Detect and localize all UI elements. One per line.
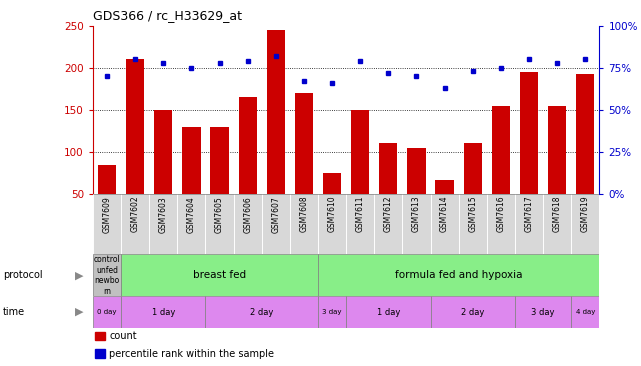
Text: 1 day: 1 day xyxy=(151,307,175,317)
Text: GSM7617: GSM7617 xyxy=(524,196,533,232)
Bar xyxy=(238,97,257,194)
Bar xyxy=(515,296,571,328)
Text: 0 day: 0 day xyxy=(97,309,117,315)
Text: 2 day: 2 day xyxy=(250,307,274,317)
Text: 3 day: 3 day xyxy=(531,307,555,317)
Bar xyxy=(548,105,566,194)
Bar xyxy=(407,148,426,194)
Text: GSM7611: GSM7611 xyxy=(356,196,365,232)
Bar xyxy=(576,74,594,194)
Text: GSM7615: GSM7615 xyxy=(468,196,478,232)
Text: GSM7614: GSM7614 xyxy=(440,196,449,232)
Text: GSM7607: GSM7607 xyxy=(271,196,280,232)
Text: count: count xyxy=(109,331,137,341)
Bar xyxy=(98,165,116,194)
Bar xyxy=(431,296,515,328)
Text: 3 day: 3 day xyxy=(322,309,342,315)
Text: percentile rank within the sample: percentile rank within the sample xyxy=(109,349,274,359)
Bar xyxy=(571,296,599,328)
Text: GSM7609: GSM7609 xyxy=(103,196,112,232)
Bar xyxy=(295,93,313,194)
Bar xyxy=(323,173,341,194)
Text: GSM7602: GSM7602 xyxy=(131,196,140,232)
Bar xyxy=(182,127,201,194)
Bar xyxy=(346,296,431,328)
Bar xyxy=(379,143,397,194)
Bar xyxy=(210,127,229,194)
Text: GSM7619: GSM7619 xyxy=(581,196,590,232)
Text: breast fed: breast fed xyxy=(193,270,246,280)
Text: GSM7605: GSM7605 xyxy=(215,196,224,232)
Text: protocol: protocol xyxy=(3,270,43,280)
Bar xyxy=(492,105,510,194)
Text: formula fed and hypoxia: formula fed and hypoxia xyxy=(395,270,522,280)
Bar xyxy=(93,254,121,296)
Bar xyxy=(318,254,599,296)
Bar xyxy=(121,296,206,328)
Bar xyxy=(351,110,369,194)
Text: GSM7618: GSM7618 xyxy=(553,196,562,232)
Text: GSM7616: GSM7616 xyxy=(496,196,505,232)
Text: GSM7613: GSM7613 xyxy=(412,196,421,232)
Text: 1 day: 1 day xyxy=(377,307,400,317)
Text: ▶: ▶ xyxy=(75,307,83,317)
Text: 2 day: 2 day xyxy=(461,307,485,317)
Bar xyxy=(267,30,285,194)
Bar xyxy=(318,296,346,328)
Bar xyxy=(121,254,318,296)
Bar xyxy=(435,180,454,194)
Text: GSM7604: GSM7604 xyxy=(187,196,196,232)
Bar xyxy=(154,110,172,194)
Bar xyxy=(96,350,104,358)
Bar xyxy=(126,59,144,194)
Text: GDS366 / rc_H33629_at: GDS366 / rc_H33629_at xyxy=(93,9,242,22)
Text: control
unfed
newbo
rn: control unfed newbo rn xyxy=(94,255,121,295)
Text: GSM7612: GSM7612 xyxy=(384,196,393,232)
Text: ▶: ▶ xyxy=(75,270,83,280)
Text: GSM7603: GSM7603 xyxy=(159,196,168,232)
Text: GSM7610: GSM7610 xyxy=(328,196,337,232)
Bar xyxy=(520,72,538,194)
Bar xyxy=(463,143,482,194)
Text: GSM7608: GSM7608 xyxy=(299,196,308,232)
Text: time: time xyxy=(3,307,26,317)
Bar xyxy=(96,332,104,340)
Bar xyxy=(93,296,121,328)
Bar xyxy=(206,296,318,328)
Text: 4 day: 4 day xyxy=(576,309,595,315)
Text: GSM7606: GSM7606 xyxy=(243,196,252,232)
